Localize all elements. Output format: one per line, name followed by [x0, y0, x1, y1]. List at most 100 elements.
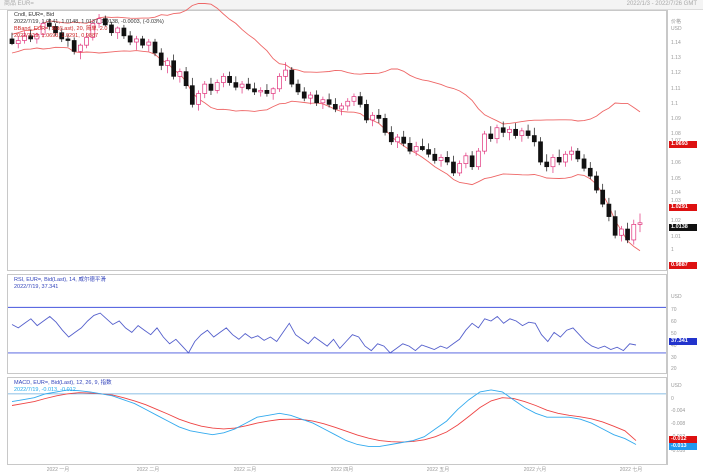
- candle-body: [134, 38, 139, 43]
- price-axis-label: 1.02: [671, 218, 681, 224]
- price-axis-label: 1: [671, 247, 674, 253]
- window-title-bar: 商品 EUR= 2022/1/3 - 2022/7/26 GMT: [0, 0, 703, 10]
- candle-body: [594, 175, 599, 191]
- candle-body: [351, 96, 357, 102]
- candle-body: [152, 41, 158, 54]
- candle-body: [9, 38, 15, 44]
- x-axis-label: 2022 二月: [136, 467, 160, 473]
- candle-body: [538, 141, 543, 163]
- candle-body: [563, 153, 568, 163]
- rsi-legend-values: 2022/7/19, 37.341: [14, 284, 59, 290]
- candle-body: [183, 71, 189, 87]
- rsi-panel[interactable]: [7, 274, 667, 374]
- axis-divider: [667, 10, 668, 465]
- candle-body: [121, 27, 127, 37]
- price-axis-label: 1.14: [671, 40, 681, 46]
- candle-body: [569, 150, 574, 155]
- candle-body: [196, 93, 201, 105]
- x-axis-label: 2022 七月: [619, 467, 643, 473]
- candle-body: [59, 32, 65, 40]
- candle-body: [426, 149, 431, 155]
- candle-body: [332, 104, 338, 110]
- rsi-axis-unit: USD: [671, 294, 682, 300]
- rsi-legend-title: RSI, EUR=, Bid(Last), 14, 威尔德平滑: [14, 277, 106, 283]
- rsi-axis-label: 20: [671, 366, 677, 372]
- candle-body: [513, 128, 518, 136]
- candle-body: [270, 88, 276, 94]
- x-axis-label: 2022 一月: [46, 467, 70, 473]
- candle-body: [625, 228, 630, 241]
- candle-body: [618, 228, 624, 236]
- candle-body: [140, 38, 145, 46]
- candle-body: [544, 161, 550, 168]
- candle-body: [177, 71, 183, 77]
- candle-body: [519, 130, 525, 136]
- candle-body: [208, 83, 214, 91]
- lower-band-tag: 0.9887: [669, 262, 697, 269]
- candle-body: [488, 133, 494, 140]
- candle-body: [295, 83, 301, 93]
- candle-body: [96, 18, 102, 24]
- candle-body: [264, 90, 270, 94]
- macd-panel[interactable]: [7, 377, 667, 465]
- candle-body: [407, 142, 413, 152]
- candle-body: [320, 99, 326, 104]
- candle-body: [22, 35, 27, 41]
- price-panel[interactable]: [7, 10, 667, 271]
- candle-body: [339, 105, 344, 110]
- candle-body: [221, 75, 226, 83]
- candle-body: [301, 91, 307, 99]
- price-axis-label: 1.12: [671, 70, 681, 76]
- candle-body: [115, 27, 121, 34]
- candle-body: [556, 157, 562, 163]
- candle-body: [606, 203, 612, 217]
- candle-body: [463, 155, 469, 164]
- middle-band-tag: 1.0291: [669, 204, 697, 211]
- price-axis-label: 1.09: [671, 116, 681, 122]
- last-price-tag: 1.0138: [669, 224, 697, 231]
- candle-body: [637, 222, 643, 225]
- candle-body: [457, 163, 463, 174]
- candle-body: [308, 94, 313, 99]
- bband-legend-values: 2022/7/19, 1.0693, 1.0291, 0.9887: [14, 33, 99, 39]
- x-axis-label: 2022 四月: [330, 467, 354, 473]
- upper-band-line: [11, 3, 641, 125]
- candle-body: [326, 99, 332, 105]
- candle-body: [171, 60, 177, 77]
- candle-body: [345, 100, 351, 107]
- candle-body: [202, 83, 208, 94]
- price-axis-label: 1.06: [671, 160, 681, 166]
- candle-body: [395, 136, 400, 143]
- candle-body: [127, 35, 133, 43]
- candle-body: [444, 157, 450, 163]
- candle-body: [531, 135, 537, 143]
- x-axis-label: 2022 三月: [233, 467, 257, 473]
- candle-body: [245, 83, 251, 90]
- candle-body: [239, 83, 245, 88]
- candle-body: [158, 52, 164, 66]
- candle-body: [438, 157, 444, 161]
- candle-body: [314, 94, 320, 104]
- rsi-axis-label: 70: [671, 307, 677, 313]
- candle-body: [420, 146, 425, 150]
- price-axis-label: 1.03: [671, 198, 681, 204]
- candle-body: [283, 69, 288, 77]
- candle-body: [71, 40, 77, 52]
- price-axis-label: 1.08: [671, 131, 681, 137]
- macd-legend-title: MACD, EUR=, Bid(Last), 12, 26, 9, 指数: [14, 380, 112, 386]
- candle-body: [78, 44, 83, 52]
- price-axis-label: 1.01: [671, 234, 681, 240]
- candle-body: [233, 82, 239, 88]
- candle-body: [15, 40, 21, 44]
- candle-body: [575, 150, 581, 160]
- candle-body: [370, 114, 375, 121]
- candle-body: [413, 146, 419, 152]
- candle-body: [189, 85, 195, 105]
- candle-body: [364, 104, 369, 121]
- macd-legend-values: 2022/7/19, -0.013, -0.012: [14, 387, 76, 393]
- price-axis-unit: USD: [671, 26, 682, 32]
- x-axis-label: 2022 五月: [426, 467, 450, 473]
- candle-body: [500, 127, 506, 133]
- macd-axis-label: -0.008: [671, 421, 686, 427]
